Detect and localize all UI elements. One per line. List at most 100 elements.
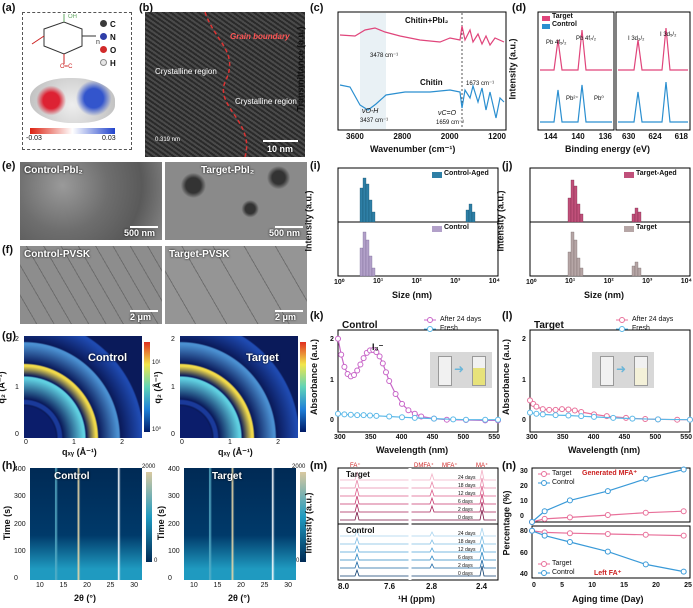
insitu-target-map: Target xyxy=(184,468,296,580)
xps-xtick: 140 xyxy=(571,132,585,141)
data-point xyxy=(463,416,469,423)
panel-label-e: (e) xyxy=(2,160,16,172)
data-point xyxy=(539,406,546,413)
uv-xtick: 350 xyxy=(364,434,377,441)
insitu-xtick: 25 xyxy=(260,582,269,589)
nmr-day-label: 0 days xyxy=(458,571,473,577)
uv-control-chart xyxy=(335,317,501,433)
data-point xyxy=(541,515,548,522)
panel-n: (n) Target Control Generated MFA⁺ Target… xyxy=(502,460,693,608)
panel-label-g: (g) xyxy=(2,330,17,342)
data-point xyxy=(604,512,611,519)
pct-xtick: 5 xyxy=(560,582,564,589)
pct-legend-bot-target: Target xyxy=(552,560,572,567)
pct-xtick: 25 xyxy=(684,582,692,589)
panel-h: (h) Control 2000 0 Target 2000 0 0 100 200… xyxy=(0,460,310,608)
insitu-target-title: Target xyxy=(212,471,242,482)
data-point xyxy=(341,411,348,418)
data-point xyxy=(341,363,348,370)
pct-ytick: 20 xyxy=(520,483,528,490)
insitu-xtick: 10 xyxy=(190,582,198,589)
data-point xyxy=(431,415,437,422)
legend-marker xyxy=(541,480,547,486)
dls-xtick: 10³ xyxy=(642,278,653,285)
chitin-spectrum xyxy=(339,83,505,119)
tem-scale-label: 10 nm xyxy=(267,144,294,154)
panel-a: (a) O=C OH n C N O H -0.03 0.03 xyxy=(0,0,135,150)
nmr-ylabel: Intensity (a.u.) xyxy=(303,492,314,554)
data-point xyxy=(546,406,553,413)
uv-xtick: 400 xyxy=(395,434,408,441)
legend-marker xyxy=(619,317,625,323)
sem-scalebar xyxy=(130,310,158,312)
pct-ytick: 10 xyxy=(520,498,528,505)
ftir-ann-bot2: νC=O xyxy=(438,110,457,117)
data-point xyxy=(680,508,687,515)
grain-boundary-label: Grain boundary xyxy=(230,32,290,41)
nmr-day-label: 6 days xyxy=(458,555,473,561)
legend-marker xyxy=(427,317,433,323)
nmr-peak-ma: MA⁺ xyxy=(476,463,489,469)
pct-xticks: 0 5 10 15 20 25 xyxy=(532,582,692,589)
giwaxs-ytick: 2 xyxy=(171,336,175,343)
pct-xtick: 15 xyxy=(620,582,628,589)
xps-xtick: 144 xyxy=(544,132,558,141)
pct-xtick: 20 xyxy=(652,582,660,589)
data-point xyxy=(399,414,405,421)
xps-control-pb xyxy=(540,84,612,123)
uv-xtick: 450 xyxy=(618,434,631,441)
panel-label-h: (h) xyxy=(2,460,17,472)
data-point xyxy=(373,349,380,356)
insitu-cbar-max-right: 2000 xyxy=(292,464,306,470)
giwaxs-ylabel-left: q₂ (Å⁻¹) xyxy=(0,371,7,404)
vial-fresh xyxy=(438,356,452,386)
data-point xyxy=(541,532,548,539)
insitu-xtick: 15 xyxy=(213,582,222,589)
giwaxs-colorbar xyxy=(144,342,150,432)
panel-c: (c) Chitin+PbI₂ Chitin 3478 cm⁻¹ 1673 cm… xyxy=(296,0,510,158)
uv-control-peak: I₃⁻ xyxy=(372,342,384,352)
giwaxs-ylabel-right: q₂ (Å⁻¹) xyxy=(152,371,163,404)
insitu-ylabel-left: Time (s) xyxy=(2,505,13,541)
giwaxs-xtick: 2 xyxy=(276,439,280,446)
uv-target-yticks: 0 1 2 xyxy=(522,336,526,424)
pct-yticks-bot: 40 60 80 xyxy=(520,528,528,578)
panel-l: (l) Target After 24 days Fresh ➜ 300 350 4… xyxy=(501,308,693,458)
xps-legend-target: Target xyxy=(552,13,573,20)
insitu-xlabel-right: 2θ (°) xyxy=(228,593,250,603)
uv-xtick: 350 xyxy=(556,434,569,441)
data-point xyxy=(680,466,687,473)
xps-xtick: 630 xyxy=(622,132,636,141)
data-point xyxy=(566,530,573,537)
data-point xyxy=(495,416,501,423)
insitu-control-map: Control xyxy=(30,468,142,580)
nmr-xtick: 8.0 xyxy=(338,582,350,591)
pct-ytick: 0 xyxy=(520,513,524,520)
uv-target-legend-fresh: Fresh xyxy=(632,325,650,332)
data-point xyxy=(529,527,535,534)
dls-xtick: 10⁴ xyxy=(488,278,500,285)
vial-photo-control: ➜ xyxy=(430,352,492,388)
xps-peak-pb72: Pb 4f₇/₂ xyxy=(576,36,597,42)
insitu-xtick: 25 xyxy=(106,582,115,589)
uv-xtick: 500 xyxy=(457,434,470,441)
data-point xyxy=(351,372,357,379)
giwaxs-xlabel-left: qₓᵧ (Å⁻¹) xyxy=(62,447,97,457)
atom-legend: C N O H xyxy=(100,18,116,70)
xps-control-i xyxy=(618,81,688,123)
pct-yticks-top: 0 10 20 30 xyxy=(520,468,528,520)
data-point xyxy=(360,355,367,362)
data-point xyxy=(642,509,649,516)
nmr-day-label: 6 days xyxy=(458,499,473,505)
sem-target-pvsk-title: Target-PVSK xyxy=(169,249,230,260)
uv-control-yticks: 0 1 2 xyxy=(330,336,334,424)
ftir-ann-bot2b: 1659 cm⁻¹ xyxy=(436,120,465,126)
o-atom-icon xyxy=(100,46,107,53)
nmr-day-label: 18 days xyxy=(458,539,476,545)
pct-xtick: 0 xyxy=(532,582,536,589)
dls-target-ylabel: Intensity (a.u.) xyxy=(495,190,506,252)
legend-atom-n: N xyxy=(100,31,116,44)
uv-control-ylabel: Absorbance (a.u.) xyxy=(309,338,320,416)
data-point xyxy=(354,367,361,374)
nmr-day-label: 18 days xyxy=(458,483,476,489)
